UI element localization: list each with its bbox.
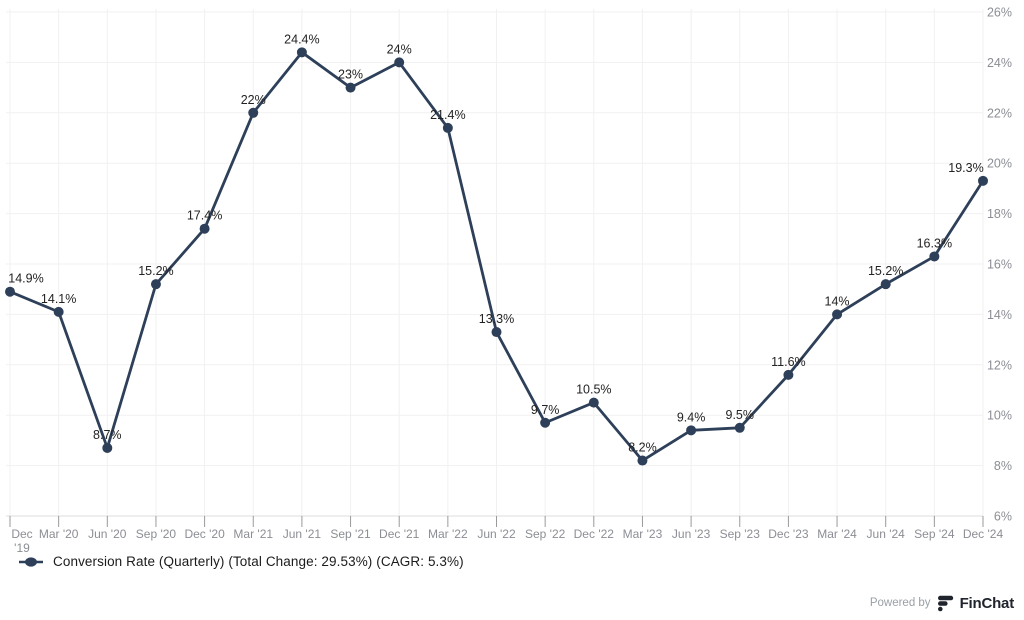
svg-text:Dec '23: Dec '23	[768, 527, 809, 541]
svg-text:8.7%: 8.7%	[93, 428, 122, 442]
svg-text:Jun '24: Jun '24	[867, 527, 906, 541]
svg-text:9.4%: 9.4%	[677, 410, 706, 424]
svg-text:Mar '24: Mar '24	[817, 527, 857, 541]
svg-text:17.4%: 17.4%	[187, 209, 222, 223]
data-point	[248, 107, 259, 118]
data-point	[199, 223, 210, 234]
svg-text:12%: 12%	[987, 358, 1012, 372]
svg-text:Jun '20: Jun '20	[88, 527, 127, 541]
h-gridlines	[6, 11, 983, 517]
data-point	[296, 47, 307, 58]
data-point	[5, 286, 15, 297]
data-point	[734, 422, 745, 433]
v-gridlines	[9, 9, 984, 516]
svg-text:10%: 10%	[987, 409, 1012, 423]
data-point	[880, 279, 891, 290]
svg-text:Dec '24: Dec '24	[963, 527, 1004, 541]
data-point	[783, 369, 794, 380]
svg-text:11.6%: 11.6%	[771, 355, 806, 369]
svg-text:22%: 22%	[241, 93, 266, 107]
data-point	[150, 279, 161, 290]
powered-by-footer: Powered by FinChat	[870, 592, 1014, 614]
svg-text:Sep '21: Sep '21	[330, 527, 371, 541]
svg-text:Jun '23: Jun '23	[672, 527, 711, 541]
svg-text:Sep '23: Sep '23	[720, 527, 761, 541]
svg-text:14.1%: 14.1%	[41, 292, 76, 306]
data-point	[588, 397, 599, 408]
svg-text:14.9%: 14.9%	[8, 272, 43, 286]
data-labels: 14.9% 14.1% 8.7% 15.2% 17.4% 22% 24.4% 23% 24% 21…	[8, 32, 983, 454]
svg-text:15.2%: 15.2%	[868, 264, 903, 278]
svg-text:Dec '22: Dec '22	[574, 527, 615, 541]
conversion-rate-line-chart: 6% 8% 10% 12% 14% 16% 18% 20% 22% 24% 26% Dec '19 Mar…	[5, 6, 1012, 555]
data-point	[832, 309, 843, 320]
data-point	[929, 251, 940, 262]
powered-by-text: Powered by	[869, 597, 931, 609]
data-point	[345, 82, 356, 93]
y-axis-labels: 6% 8% 10% 12% 14% 16% 18% 20% 22% 24% 26%	[987, 6, 1012, 524]
data-point	[442, 122, 453, 133]
svg-text:Sep '24: Sep '24	[914, 527, 955, 541]
svg-text:Mar '21: Mar '21	[233, 527, 273, 541]
data-point	[394, 57, 405, 68]
svg-text:6%: 6%	[994, 510, 1012, 524]
svg-text:Mar '23: Mar '23	[623, 527, 663, 541]
svg-text:10.5%: 10.5%	[576, 383, 611, 397]
data-point	[102, 442, 113, 453]
data-point	[491, 327, 502, 338]
svg-text:Mar '22: Mar '22	[428, 527, 468, 541]
svg-text:16%: 16%	[987, 258, 1012, 272]
svg-text:20%: 20%	[987, 157, 1012, 171]
x-axis-labels: Dec '19 Mar '20 Jun '20 Sep '20 Dec '20 Mar '2…	[11, 527, 1003, 555]
svg-text:18%: 18%	[987, 207, 1012, 221]
finchat-logo-icon	[937, 595, 953, 611]
data-point	[53, 306, 64, 317]
brand-name: FinChat	[959, 594, 1015, 612]
svg-text:8%: 8%	[994, 459, 1012, 473]
svg-text:8.2%: 8.2%	[628, 441, 657, 455]
data-point	[978, 175, 988, 186]
data-point	[637, 455, 648, 466]
svg-text:14%: 14%	[987, 308, 1012, 322]
x-ticks	[9, 516, 984, 527]
svg-text:22%: 22%	[987, 106, 1012, 120]
svg-text:Mar '20: Mar '20	[39, 527, 79, 541]
legend-item[interactable]: Conversion Rate (Quarterly) (Total Chang…	[18, 554, 464, 569]
svg-text:14%: 14%	[825, 294, 850, 308]
legend-series-marker-icon	[19, 556, 43, 567]
svg-text:9.7%: 9.7%	[531, 403, 560, 417]
svg-text:Sep '22: Sep '22	[525, 527, 566, 541]
svg-text:23%: 23%	[338, 68, 363, 82]
svg-text:24%: 24%	[987, 56, 1012, 70]
svg-text:26%: 26%	[987, 6, 1012, 20]
svg-text:24%: 24%	[387, 42, 412, 56]
svg-text:Dec '20: Dec '20	[184, 527, 225, 541]
svg-text:Jun '22: Jun '22	[477, 527, 516, 541]
data-point	[686, 425, 697, 436]
svg-text:Sep '20: Sep '20	[136, 527, 177, 541]
finchat-brand-link[interactable]: FinChat	[937, 594, 1015, 612]
svg-text:19.3%: 19.3%	[948, 161, 983, 175]
legend-label: Conversion Rate (Quarterly) (Total Chang…	[53, 554, 464, 569]
svg-text:24.4%: 24.4%	[284, 32, 319, 46]
data-points[interactable]	[5, 47, 988, 466]
data-point	[540, 417, 551, 428]
svg-text:15.2%: 15.2%	[138, 264, 173, 278]
svg-text:16.3%: 16.3%	[917, 236, 952, 250]
svg-text:Dec'19: Dec '19	[11, 527, 32, 555]
svg-text:Dec '21: Dec '21	[379, 527, 420, 541]
svg-text:13.3%: 13.3%	[479, 312, 514, 326]
svg-text:9.5%: 9.5%	[726, 408, 755, 422]
svg-text:21.4%: 21.4%	[430, 108, 465, 122]
svg-text:Jun '21: Jun '21	[283, 527, 322, 541]
